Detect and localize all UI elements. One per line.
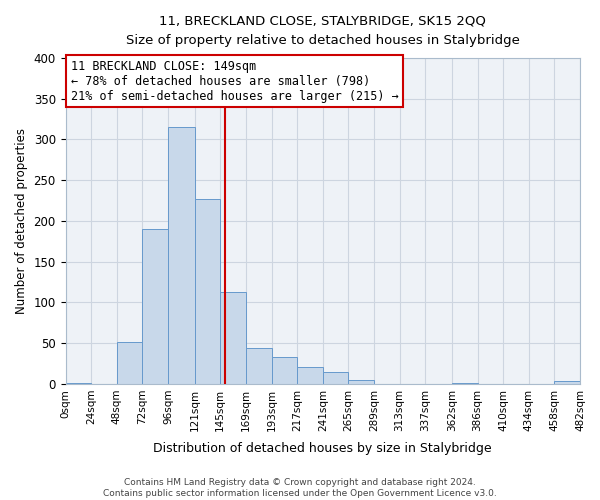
Bar [246,348,272,384]
Bar [168,127,194,384]
Bar [65,383,91,384]
Bar [297,367,323,384]
X-axis label: Distribution of detached houses by size in Stalybridge: Distribution of detached houses by size … [154,442,492,455]
Bar [349,380,374,384]
Text: 11 BRECKLAND CLOSE: 149sqm
← 78% of detached houses are smaller (798)
21% of sem: 11 BRECKLAND CLOSE: 149sqm ← 78% of deta… [71,60,398,102]
Y-axis label: Number of detached properties: Number of detached properties [15,128,28,314]
Bar [220,292,246,384]
Text: Contains HM Land Registry data © Crown copyright and database right 2024.
Contai: Contains HM Land Registry data © Crown c… [103,478,497,498]
Bar [117,342,142,384]
Bar [452,383,478,384]
Bar [323,372,349,384]
Bar [272,357,297,384]
Bar [554,382,580,384]
Bar [142,229,168,384]
Title: 11, BRECKLAND CLOSE, STALYBRIDGE, SK15 2QQ
Size of property relative to detached: 11, BRECKLAND CLOSE, STALYBRIDGE, SK15 2… [126,15,520,47]
Bar [194,199,220,384]
